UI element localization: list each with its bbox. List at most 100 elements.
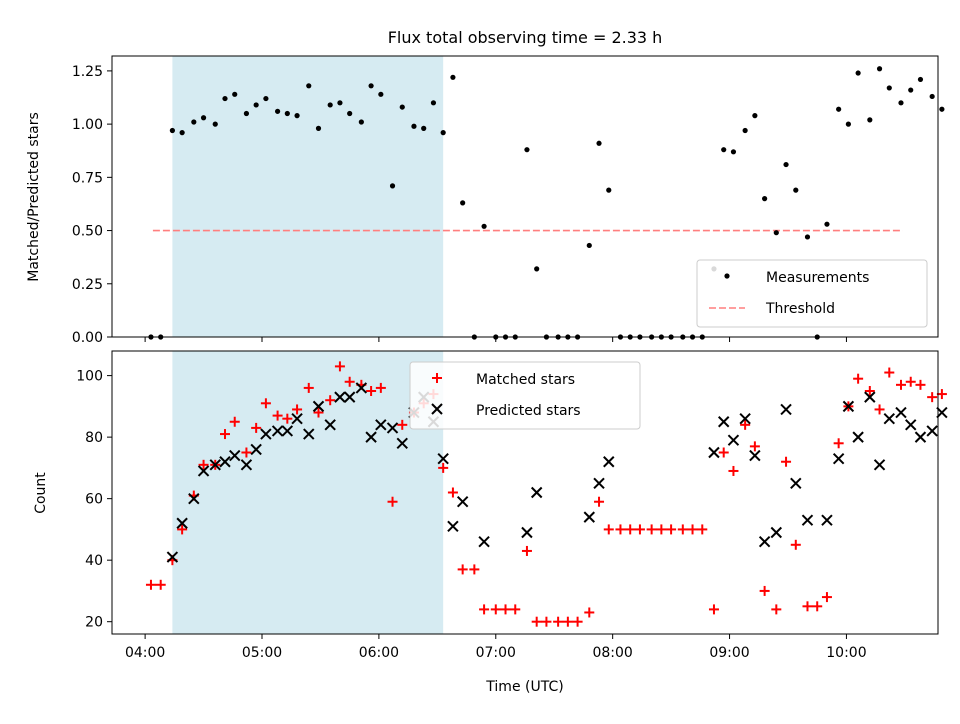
measurement-point (845, 121, 851, 127)
predicted-star-point (905, 419, 917, 431)
measurement-point (421, 125, 427, 131)
matched-star-point (759, 585, 770, 596)
measurement-point (212, 121, 218, 127)
matched-star-point (177, 524, 188, 535)
matched-star-point (594, 496, 605, 507)
measurement-point (440, 130, 446, 136)
matched-star-point (282, 413, 293, 424)
matched-star-point (677, 524, 688, 535)
matched-star-point (572, 616, 583, 627)
measurement-point (179, 130, 185, 136)
predicted-star-point (365, 431, 377, 443)
legend-label-predicted-stars: Predicted stars (476, 403, 581, 419)
measurement-point (773, 230, 779, 236)
predicted-star-point (936, 406, 948, 419)
predicted-star-point (437, 452, 449, 465)
measurement-point (762, 196, 768, 202)
predicted-star-point (530, 486, 543, 499)
measurement-point (169, 127, 175, 134)
measurement-point (294, 113, 300, 119)
bottom-x-tick-label: 07:00 (476, 645, 516, 661)
measurement-point (836, 106, 842, 112)
matched-star-point (553, 616, 564, 627)
matched-star-point (833, 438, 844, 449)
top-panel-title: Flux total observing time = 2.33 h (388, 28, 663, 47)
predicted-star-point (583, 511, 595, 523)
measurement-point (191, 119, 197, 125)
bottom-y-tick-label: 20 (85, 615, 103, 631)
matched-star-point (615, 524, 626, 535)
matched-star-point (740, 419, 751, 430)
measurement-point (243, 110, 250, 117)
matched-star-point (155, 579, 166, 590)
predicted-star-point (240, 459, 253, 471)
predicted-star-point (197, 465, 210, 477)
measurement-point (886, 85, 892, 91)
matched-star-point (510, 604, 521, 615)
matched-star-point (895, 379, 906, 390)
measurement-point (804, 234, 811, 240)
predicted-star-point (780, 403, 792, 416)
predicted-star-point (188, 492, 200, 505)
legend-marker-predicted-stars (431, 403, 443, 415)
matched-star-point (728, 465, 739, 476)
matched-star-point (313, 407, 324, 418)
matched-star-point (325, 395, 336, 406)
bottom-x-tick-label: 05:00 (242, 645, 282, 661)
matched-star-point (251, 422, 262, 433)
matched-star-point (718, 447, 729, 458)
measurement-point (481, 223, 487, 229)
measurement-point (337, 100, 343, 106)
measurement-point (263, 95, 269, 102)
predicted-star-point (603, 456, 615, 468)
measurement-point (898, 100, 904, 106)
matched-star-point (625, 524, 636, 535)
measurement-point (867, 117, 873, 123)
bottom-legend-box (409, 361, 641, 430)
predicted-star-point (447, 520, 459, 533)
predicted-star-point (926, 425, 938, 437)
predicted-star-point (219, 456, 231, 468)
matched-star-point (387, 496, 398, 507)
measurement-point (876, 66, 883, 72)
measurement-point (450, 74, 456, 80)
measurement-point (430, 100, 437, 106)
measurement-point (358, 119, 364, 125)
legend-marker-matched-stars (432, 373, 442, 383)
predicted-star-point (914, 431, 927, 443)
matched-star-point (790, 539, 801, 550)
matched-star-point (447, 487, 458, 498)
predicted-star-point (749, 449, 761, 462)
bottom-y-tick-label: 80 (85, 430, 103, 446)
predicted-star-point (375, 419, 387, 431)
matched-star-point (198, 459, 209, 470)
matched-star-point (584, 607, 595, 618)
predicted-star-point (832, 452, 845, 465)
measurement-point (274, 108, 281, 114)
predicted-stars-series (166, 382, 948, 563)
measurement-point (232, 91, 238, 97)
legend-label-threshold: Threshold (765, 301, 835, 317)
matched-star-point (397, 419, 408, 430)
matched-star-point (241, 447, 252, 458)
predicted-star-point (790, 477, 802, 489)
predicted-star-point (396, 437, 408, 449)
predicted-star-point (176, 517, 188, 529)
measurement-point (284, 110, 290, 117)
measurement-point (534, 266, 540, 272)
predicted-star-point (478, 536, 490, 548)
matched-star-point (646, 524, 657, 535)
measurement-point (306, 83, 312, 89)
measurement-point (783, 161, 789, 168)
matched-star-point (853, 373, 864, 384)
matched-star-point (864, 385, 875, 396)
top-y-tick-label: 0.50 (72, 224, 103, 240)
matched-stars-series (145, 361, 947, 627)
predicted-star-point (758, 536, 771, 548)
matched-star-point (469, 564, 480, 575)
bottom-x-tick-label: 10:00 (826, 645, 866, 661)
measurement-point (606, 187, 612, 193)
matched-star-point (531, 616, 542, 627)
top-y-tick-label: 0.25 (72, 277, 103, 293)
top-y-tick-label: 0.00 (72, 330, 103, 346)
